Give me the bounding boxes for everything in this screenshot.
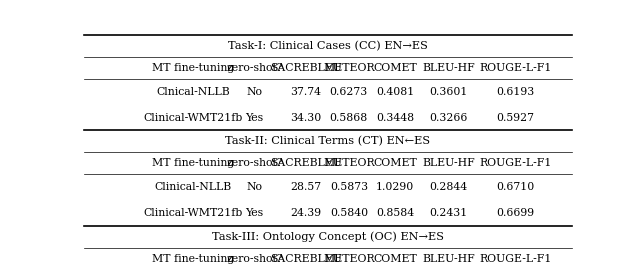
Text: 0.2431: 0.2431	[429, 208, 468, 218]
Text: COMET: COMET	[373, 254, 417, 264]
Text: 0.6193: 0.6193	[497, 87, 534, 97]
Text: Task-II: Clinical Terms (CT) EN←ES: Task-II: Clinical Terms (CT) EN←ES	[225, 136, 431, 147]
Text: 28.57: 28.57	[290, 182, 321, 192]
Text: Clnical-NLLB: Clnical-NLLB	[156, 87, 230, 97]
Text: 0.2844: 0.2844	[429, 182, 468, 192]
Text: zero-shot?: zero-shot?	[227, 63, 283, 73]
Text: SACREBLEU: SACREBLEU	[269, 158, 342, 169]
Text: ROUGE-L-F1: ROUGE-L-F1	[479, 254, 552, 264]
Text: SACREBLEU: SACREBLEU	[269, 63, 342, 73]
Text: Task-I: Clinical Cases (CC) EN→ES: Task-I: Clinical Cases (CC) EN→ES	[228, 41, 428, 51]
Text: No: No	[246, 87, 262, 97]
Text: Clinical-NLLB: Clinical-NLLB	[154, 182, 232, 192]
Text: 0.3266: 0.3266	[429, 113, 468, 122]
Text: Clinical-WMT21fb: Clinical-WMT21fb	[143, 113, 243, 122]
Text: ROUGE-L-F1: ROUGE-L-F1	[479, 158, 552, 169]
Text: Task-III: Ontology Concept (OC) EN→ES: Task-III: Ontology Concept (OC) EN→ES	[212, 232, 444, 242]
Text: MT fine-tuning: MT fine-tuning	[152, 63, 234, 73]
Text: 0.8584: 0.8584	[376, 208, 414, 218]
Text: BLEU-HF: BLEU-HF	[422, 254, 475, 264]
Text: 0.5927: 0.5927	[497, 113, 534, 122]
Text: 0.6699: 0.6699	[497, 208, 534, 218]
Text: 37.74: 37.74	[290, 87, 321, 97]
Text: METEOR: METEOR	[323, 254, 374, 264]
Text: ROUGE-L-F1: ROUGE-L-F1	[479, 63, 552, 73]
Text: 0.6273: 0.6273	[330, 87, 368, 97]
Text: COMET: COMET	[373, 158, 417, 169]
Text: 0.5868: 0.5868	[330, 113, 368, 122]
Text: MT fine-tuning: MT fine-tuning	[152, 158, 234, 169]
Text: 1.0290: 1.0290	[376, 182, 414, 192]
Text: 24.39: 24.39	[290, 208, 321, 218]
Text: zero-shot?: zero-shot?	[227, 254, 283, 264]
Text: SACREBLEU: SACREBLEU	[269, 254, 342, 264]
Text: 0.6710: 0.6710	[497, 182, 534, 192]
Text: No: No	[246, 182, 262, 192]
Text: 0.5873: 0.5873	[330, 182, 368, 192]
Text: BLEU-HF: BLEU-HF	[422, 63, 475, 73]
Text: COMET: COMET	[373, 63, 417, 73]
Text: Clinical-WMT21fb: Clinical-WMT21fb	[143, 208, 243, 218]
Text: 0.4081: 0.4081	[376, 87, 414, 97]
Text: MT fine-tuning: MT fine-tuning	[152, 254, 234, 264]
Text: 0.3601: 0.3601	[429, 87, 468, 97]
Text: Yes: Yes	[246, 113, 264, 122]
Text: zero-shot?: zero-shot?	[227, 158, 283, 169]
Text: BLEU-HF: BLEU-HF	[422, 158, 475, 169]
Text: 34.30: 34.30	[290, 113, 321, 122]
Text: METEOR: METEOR	[323, 158, 374, 169]
Text: Yes: Yes	[246, 208, 264, 218]
Text: METEOR: METEOR	[323, 63, 374, 73]
Text: 0.3448: 0.3448	[376, 113, 414, 122]
Text: 0.5840: 0.5840	[330, 208, 368, 218]
